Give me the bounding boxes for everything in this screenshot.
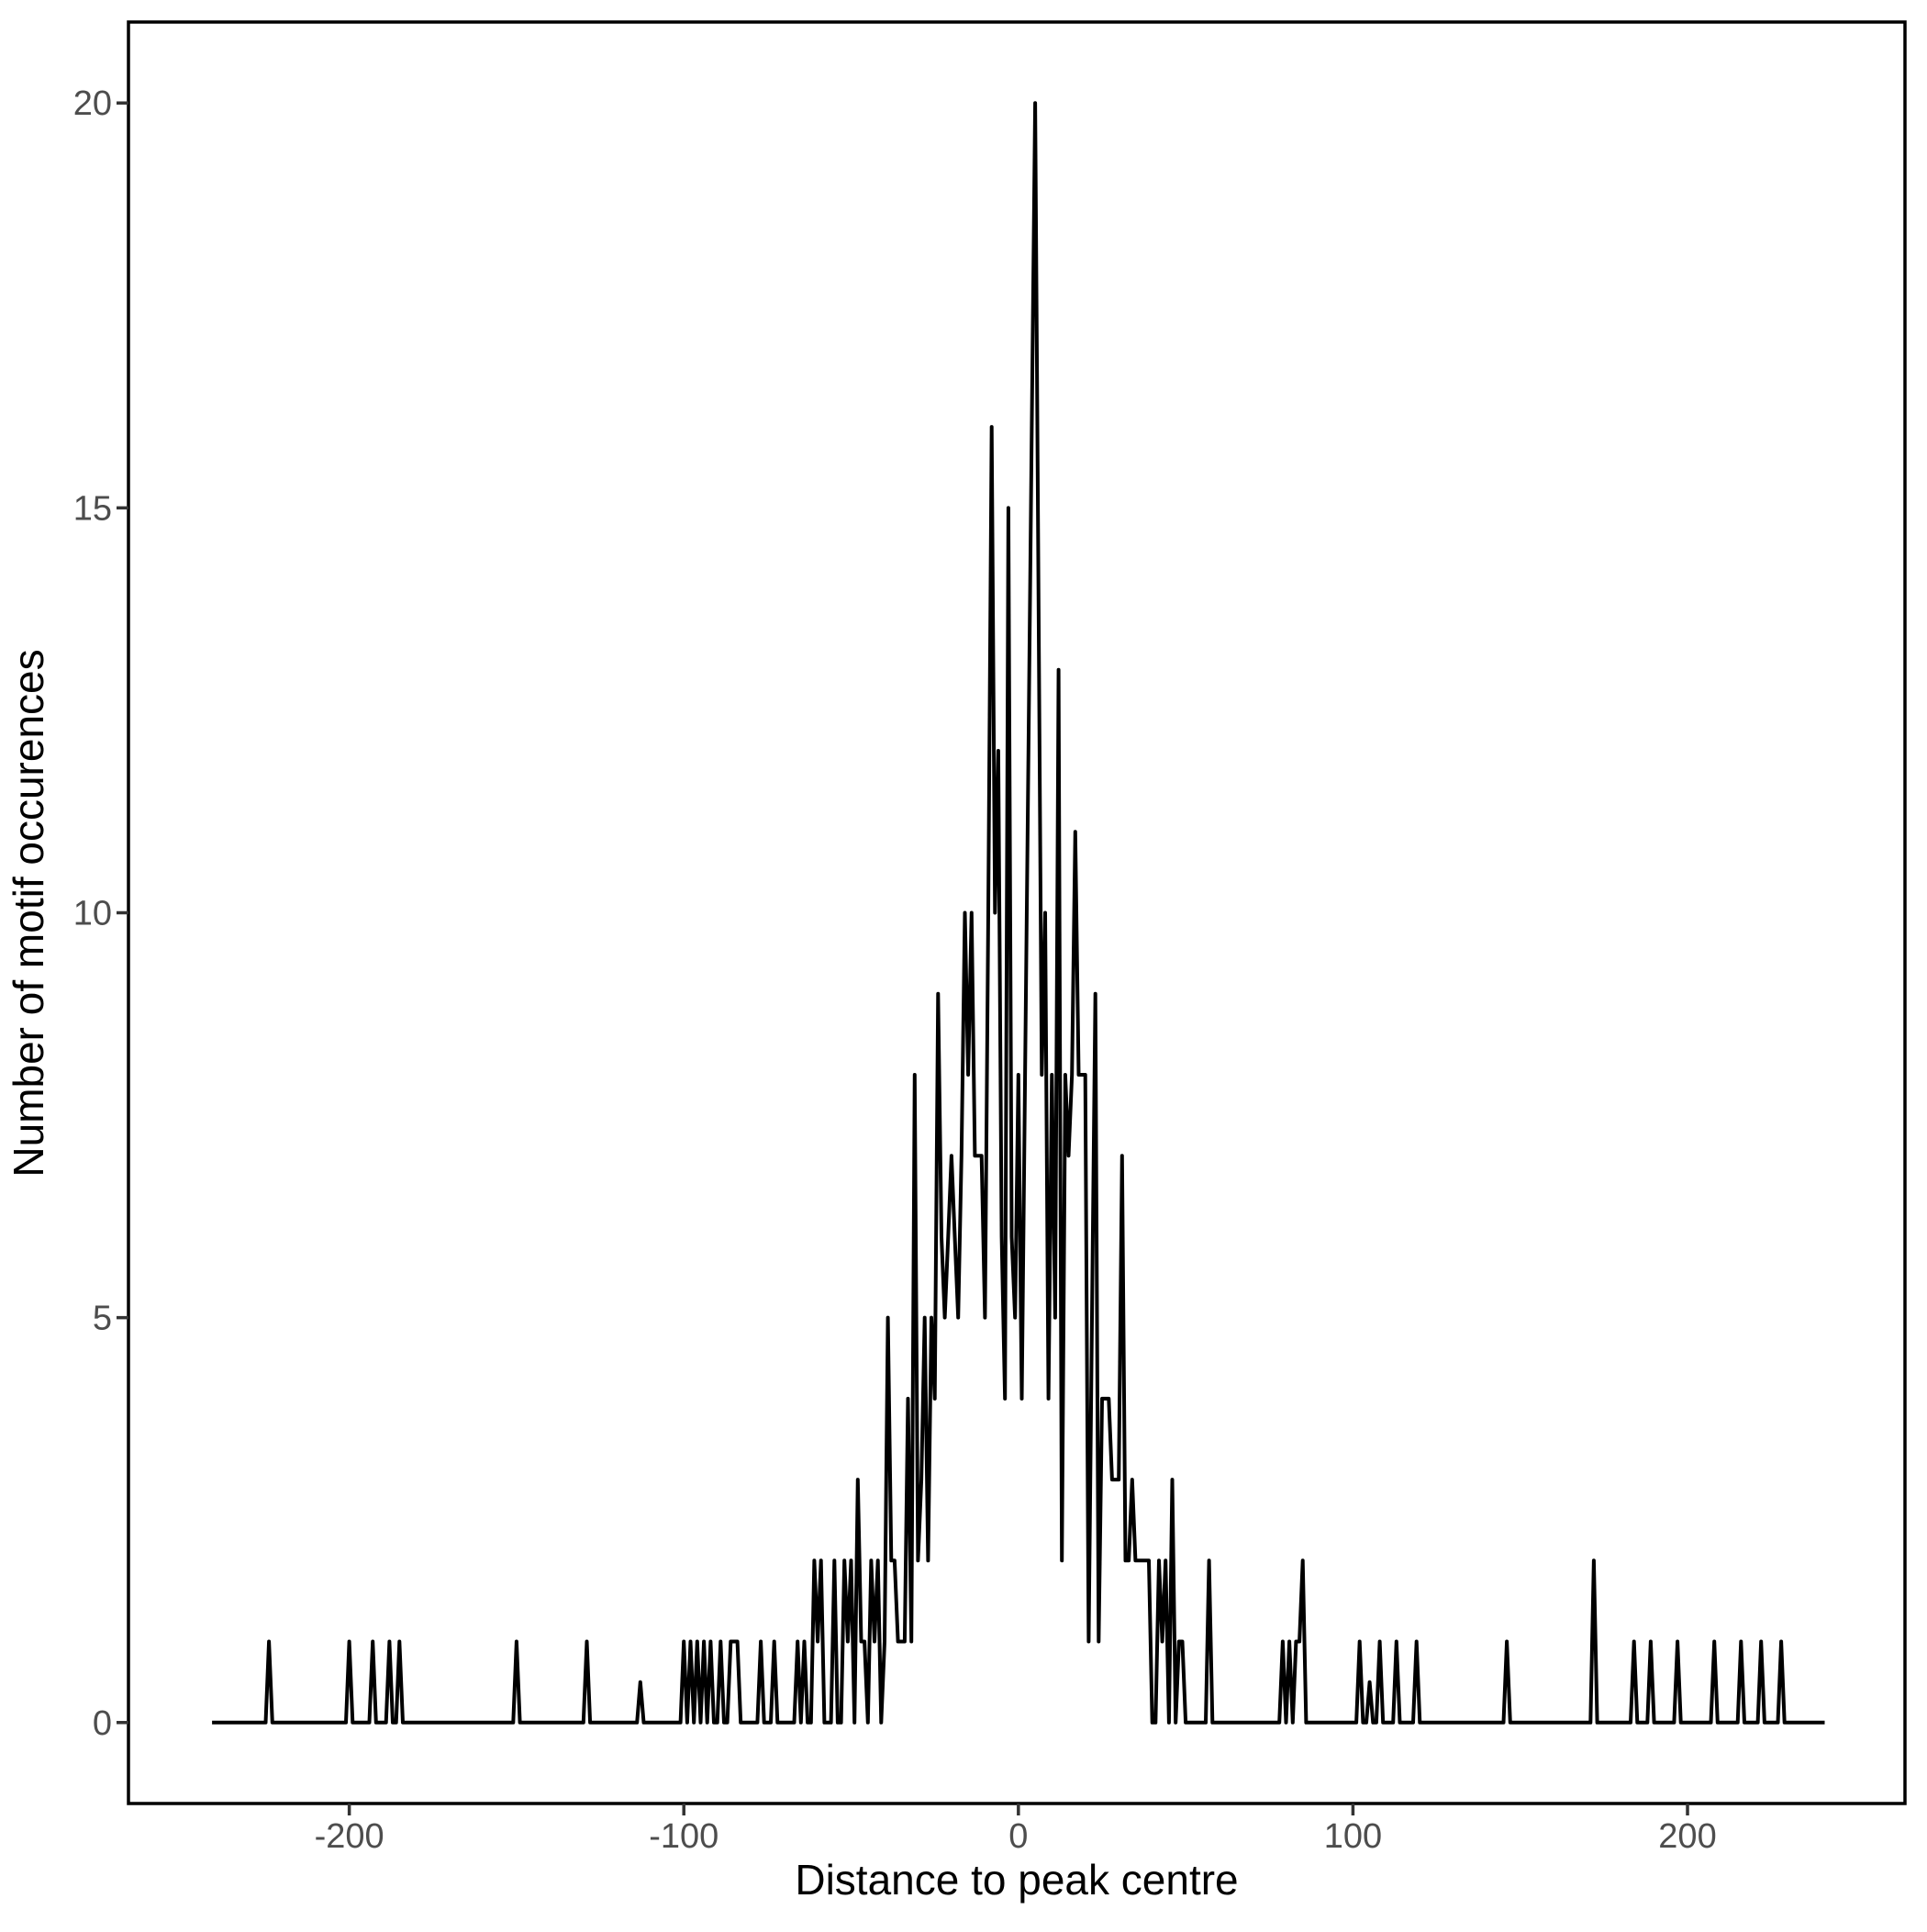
x-tick-label: 100: [1324, 1817, 1382, 1856]
x-tick-label: 200: [1658, 1817, 1716, 1856]
y-tick-label: 5: [93, 1300, 112, 1338]
panel-background: [128, 22, 1905, 1804]
x-axis-title: Distance to peak centre: [795, 1856, 1238, 1904]
y-tick-label: 15: [73, 489, 112, 528]
y-tick-label: 20: [73, 84, 112, 123]
y-axis: 0 5 10 15 20: [73, 84, 128, 1743]
frequency-polygon-line: [212, 101, 1825, 1725]
x-axis: -200 -100 0 100 200: [315, 1804, 1717, 1856]
y-tick-label: 0: [93, 1704, 112, 1743]
y-tick-label: 10: [73, 895, 112, 933]
x-tick-label: -100: [649, 1817, 718, 1856]
x-tick-label: -200: [315, 1817, 384, 1856]
y-axis-title: Number of motif occurences: [5, 649, 52, 1177]
x-tick-label: 0: [1008, 1817, 1028, 1856]
